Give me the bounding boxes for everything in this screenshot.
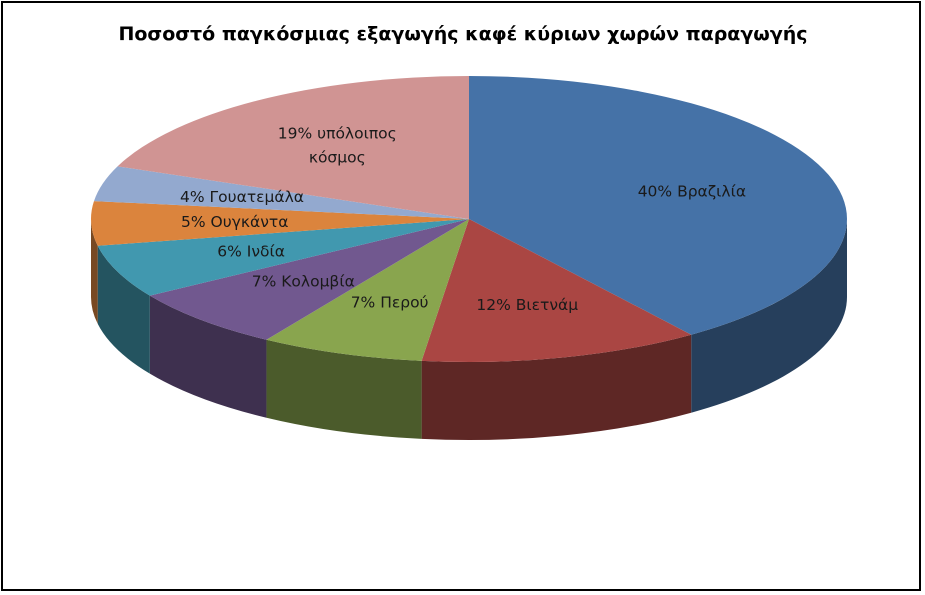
pie-slice-περού	[266, 219, 469, 361]
pie-slice-ινδία	[97, 219, 469, 296]
pie-slice-βιετνάμ	[421, 219, 692, 362]
pie-chart: 40% Βραζιλία 12% Βιετνάμ 7% Περού 7% Κολομβ…	[91, 76, 847, 440]
pie-tops	[91, 76, 847, 362]
pie-side-περού	[266, 339, 422, 439]
pie-slice-κολομβία	[149, 219, 469, 340]
pie-side-ουγκάντα	[91, 219, 98, 324]
pie-side-βιετνάμ	[421, 334, 692, 440]
slice-label-υπόλοιπος-κόσμος: 19% υπόλοιπος κόσμος	[278, 125, 397, 167]
pie-slice-βραζιλία	[469, 76, 847, 335]
slice-label-ινδία: 6% Ινδία	[217, 243, 285, 261]
slice-label-βραζιλία: 40% Βραζιλία	[638, 183, 746, 201]
pie-labels: 40% Βραζιλία 12% Βιετνάμ 7% Περού 7% Κολομβ…	[180, 125, 746, 314]
pie-slice-ουγκάντα	[91, 201, 469, 246]
slice-label-γουατεμάλα: 4% Γουατεμάλα	[180, 188, 304, 206]
pie-slice-γουατεμάλα	[93, 166, 469, 219]
pie-sides	[91, 219, 847, 440]
pie-slice-υπόλοιπος-κόσμος	[117, 76, 469, 219]
slice-label-βιετνάμ: 12% Βιετνάμ	[476, 296, 578, 314]
chart-title: Ποσοστό παγκόσμιας εξαγωγής καφέ κύριων …	[118, 23, 808, 45]
slice-label-ουγκάντα: 5% Ουγκάντα	[181, 213, 288, 231]
pie-side-βραζιλία	[691, 219, 847, 413]
pie-side-ινδία	[97, 245, 150, 374]
slice-label-περού: 7% Περού	[351, 293, 429, 311]
pie-side-κολομβία	[149, 295, 267, 418]
slice-label-κολομβία: 7% Κολομβία	[252, 273, 355, 291]
